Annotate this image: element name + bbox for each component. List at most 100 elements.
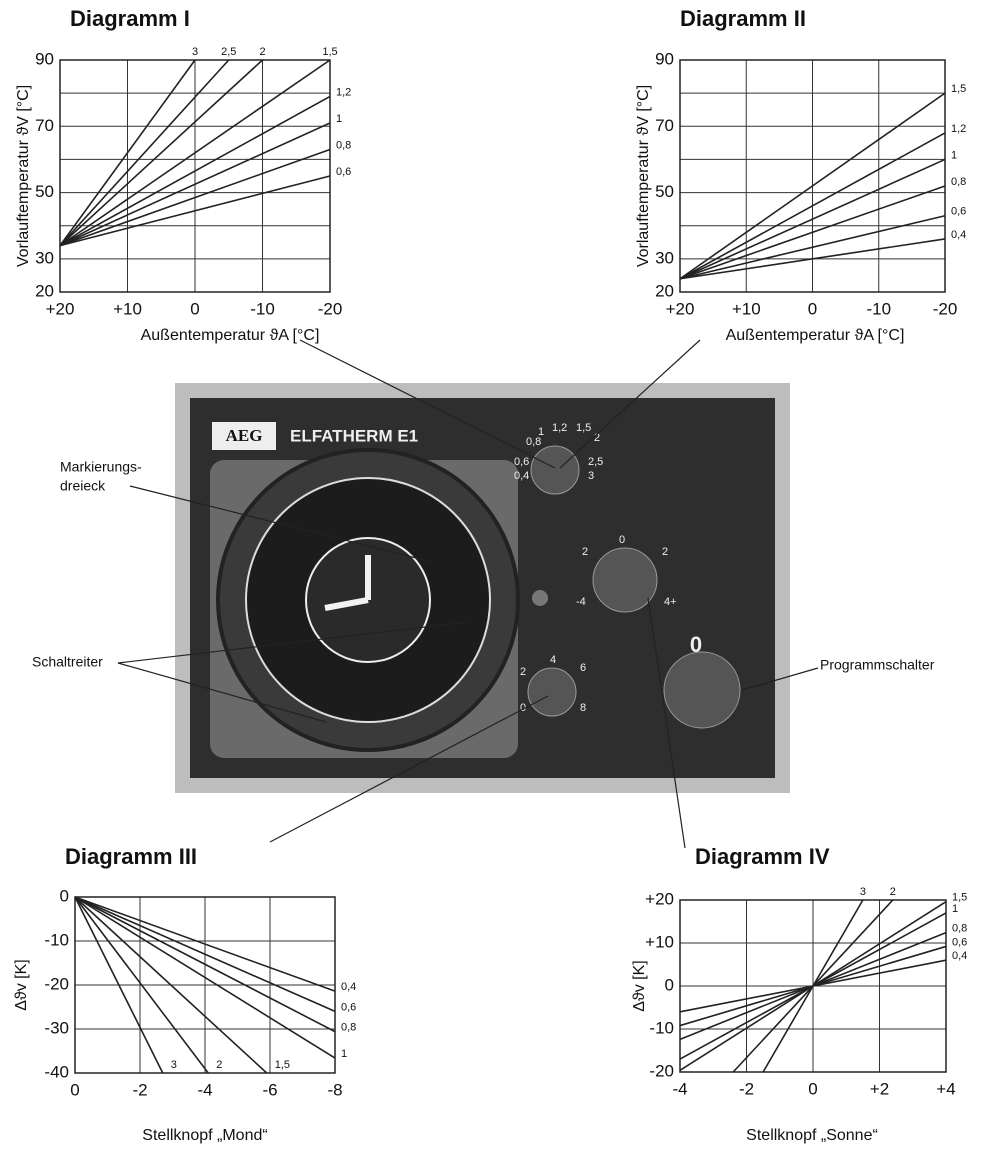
x-axis-label: Stellknopf „Sonne“ [746,1127,878,1144]
series-label: 0,4 [951,229,966,241]
leader-line [117,662,327,723]
knob-moon [527,667,577,717]
model: ELFATHERM E1 [290,426,418,445]
x-tick-label: +2 [870,1079,889,1098]
knob-label: 1,5 [576,422,591,434]
curve [74,896,336,992]
series-label: 1,5 [275,1059,290,1071]
chart-title: Diagramm III [65,844,197,869]
curve [74,896,209,1074]
knob-label: 0 [520,702,526,714]
switch-label: 0 [690,632,702,657]
curve [59,122,331,247]
y-tick-label: -40 [44,1062,69,1081]
leader-line [741,667,819,691]
x-tick-label: +10 [732,299,761,318]
chart-title: Diagramm I [70,6,190,31]
series-label: 3 [860,886,866,898]
curve [59,148,331,247]
series-label: 0,8 [336,139,351,151]
curve [679,959,947,1013]
y-tick-label: -30 [44,1018,69,1037]
series-label: 2 [259,46,265,58]
chart: Diagramm III Stellknopf „Mond“ Δϑv [K] 0 -2 -… [13,844,356,1144]
leader-line [559,339,701,469]
leader-line [647,597,686,849]
x-tick-label: -10 [250,299,275,318]
leader-line [129,485,433,563]
screw [532,590,548,606]
y-tick-label: 50 [35,182,54,201]
x-tick-label: +4 [936,1079,955,1098]
series-label: 0,4 [341,981,356,993]
leader-line [269,695,549,843]
x-tick-label: -4 [197,1080,212,1099]
plot-frame [74,896,336,1074]
curve [59,59,196,247]
knob-label: 1,2 [552,422,567,434]
y-tick-label: -10 [44,930,69,949]
curve [59,59,230,247]
series-label: 1 [341,1048,347,1060]
series-label: 0,8 [341,1022,356,1034]
y-tick-label: 50 [655,182,674,201]
y-tick-label: 0 [60,886,69,905]
x-axis-label: Stellknopf „Mond“ [142,1127,267,1144]
curve [74,896,164,1074]
knob-sun [592,547,658,613]
curve [74,896,336,1013]
series-label: 1,5 [951,83,966,95]
knob-label: 4 [550,654,556,666]
chart: Diagramm I Außentemperatur ϑA [°C] Vorlauf… [15,6,351,344]
knob-label: 2 [582,546,588,558]
y-tick-label: +10 [645,932,674,951]
y-tick-label: -10 [649,1018,674,1037]
y-tick-label: 20 [655,281,674,300]
x-axis-label: Außentemperatur ϑA [°C] [726,327,905,344]
y-tick-label: 70 [35,116,54,135]
knob-curve [530,445,580,495]
x-tick-label: +20 [46,299,75,318]
knob-label: 2 [662,546,668,558]
series-label: 0,6 [952,936,967,948]
knob-label: 0,8 [526,436,541,448]
curve [74,896,268,1074]
knob-label: 0,4 [514,470,529,482]
curve [74,896,336,1033]
logo-box [212,422,276,450]
curve [74,896,336,1059]
series-label: 3 [192,46,198,58]
curve [59,59,331,247]
series-label: 2 [890,886,896,898]
knob-label: 2,5 [588,456,603,468]
curve [679,214,946,280]
series-label: 1 [336,113,342,125]
series-label: 2,5 [221,46,236,58]
chart-title: Diagramm II [680,6,806,31]
x-tick-label: -2 [132,1080,147,1099]
x-tick-label: -8 [327,1080,342,1099]
series-label: 1,2 [951,123,966,135]
series-label: 1,5 [322,46,337,58]
knob-label: 2 [594,432,600,444]
y-axis-label: Vorlauftemperatur ϑV [°C] [15,85,32,267]
y-tick-label: -20 [44,974,69,993]
knob-label: 6 [580,662,586,674]
x-tick-label: 0 [808,299,817,318]
y-tick-label: 70 [655,116,674,135]
curve [679,238,946,280]
curve [679,185,946,280]
series-label: 2 [216,1059,222,1071]
x-tick-label: -20 [318,299,343,318]
leader-line [299,339,556,469]
x-tick-label: -2 [739,1079,754,1098]
curve [679,132,946,280]
x-tick-label: -4 [672,1079,687,1098]
y-tick-label: 30 [35,248,54,267]
knob-label: 4+ [664,596,677,608]
callouts [117,339,819,849]
knob-label: 0,6 [514,456,529,468]
curve [59,59,264,247]
